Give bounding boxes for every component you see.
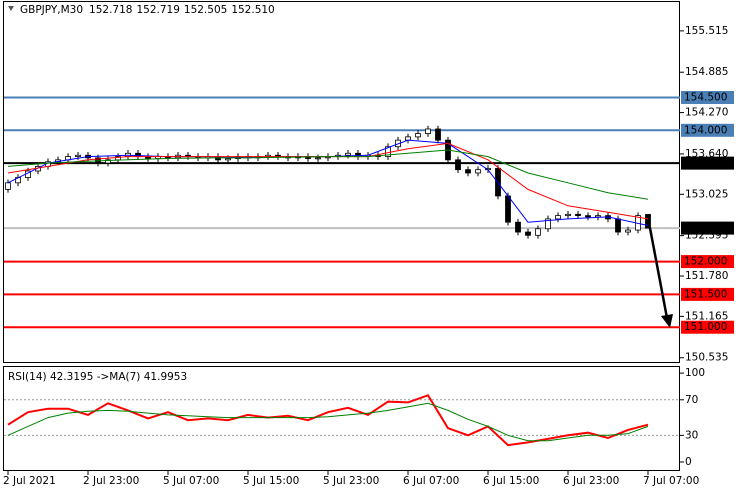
- level-label: 154.000: [684, 124, 727, 136]
- candle-body: [595, 215, 601, 218]
- candle-body: [435, 128, 441, 141]
- candle-body: [615, 218, 621, 233]
- y-tick-label: 100: [685, 367, 705, 379]
- x-tick-label: 5 Jul 07:00: [163, 475, 219, 487]
- candle-body: [5, 182, 11, 190]
- candle-body: [625, 229, 631, 233]
- x-tick-label: 6 Jul 23:00: [563, 475, 619, 487]
- candle-body: [505, 195, 511, 223]
- x-tick-label: 6 Jul 15:00: [483, 475, 539, 487]
- candle-body: [345, 152, 351, 156]
- candle-body: [315, 157, 321, 160]
- moving-average: [7, 149, 649, 200]
- candle-body: [105, 159, 111, 164]
- candle-body: [645, 214, 651, 229]
- ohlc-value: 152.505: [184, 4, 227, 16]
- level-tag: [681, 221, 734, 235]
- candle-body: [555, 215, 561, 220]
- candle-body: [475, 169, 481, 174]
- x-tick-label: 7 Jul 07:00: [643, 475, 699, 487]
- y-tick-label: 0: [685, 456, 692, 468]
- candle-body: [415, 133, 421, 138]
- candle-body: [585, 215, 591, 218]
- y-tick-label: 30: [685, 429, 698, 441]
- candle-body: [425, 128, 431, 134]
- x-tick-label: 5 Jul 23:00: [323, 475, 379, 487]
- y-tick-label: 151.780: [685, 270, 728, 282]
- level-label: 151.000: [684, 321, 727, 333]
- candle-body: [525, 231, 531, 236]
- plot-layer: 155.515154.885154.270153.640153.025152.3…: [3, 25, 734, 487]
- x-tick-label: 2 Jul 2021: [3, 475, 56, 487]
- y-tick-label: 151.165: [685, 310, 728, 322]
- forecast-arrow: [648, 227, 669, 319]
- level-tag: [681, 90, 734, 104]
- candle-body: [535, 228, 541, 236]
- ohlc-value: 152.719: [136, 4, 179, 16]
- chart-header: GBPJPY,M30 152.718 152.719 152.505 152.510: [20, 4, 275, 16]
- candle-body: [455, 159, 461, 171]
- candle-body: [575, 213, 581, 217]
- y-tick-label: 154.885: [685, 66, 728, 78]
- rsi-frame: [3, 366, 680, 471]
- y-tick-label: 153.025: [685, 188, 728, 200]
- candle-body: [225, 158, 231, 161]
- rsi-line: [7, 394, 649, 447]
- level-label: 153.500: [684, 157, 727, 169]
- candle-body: [545, 218, 551, 230]
- rsi-ma-line: [7, 402, 649, 442]
- symbol: GBPJPY,M30: [20, 4, 83, 16]
- candle-body: [385, 146, 391, 157]
- x-tick-label: 6 Jul 07:00: [403, 475, 459, 487]
- level-tag: [681, 123, 734, 137]
- candle-body: [515, 221, 521, 233]
- ohlc-value: 152.718: [89, 4, 132, 16]
- level-tag: [681, 255, 734, 269]
- y-tick-label: 155.515: [685, 25, 728, 37]
- candle-body: [465, 169, 471, 174]
- y-tick-label: 154.270: [685, 107, 728, 119]
- candle-body: [565, 213, 571, 217]
- y-tick-label: 150.535: [685, 352, 728, 364]
- rsi-title: RSI(14) 42.3195 ->MA(7) 41.9953: [8, 371, 187, 383]
- level-tag: [681, 287, 734, 301]
- level-label: 151.500: [684, 288, 727, 300]
- level-label: 154.500: [684, 91, 727, 103]
- level-label: 152.000: [684, 256, 727, 268]
- main-frame: [3, 1, 680, 363]
- symbol-icon: [8, 6, 14, 11]
- candle-body: [75, 154, 81, 157]
- ohlc-value: 152.510: [231, 4, 274, 16]
- x-tick-label: 2 Jul 23:00: [83, 475, 139, 487]
- forecast-arrow-head: [661, 314, 673, 328]
- x-tick-label: 5 Jul 15:00: [243, 475, 299, 487]
- level-tag: [681, 156, 734, 170]
- level-label: 152.510: [684, 222, 727, 234]
- level-tag: [681, 320, 734, 334]
- y-tick-label: 70: [685, 394, 698, 406]
